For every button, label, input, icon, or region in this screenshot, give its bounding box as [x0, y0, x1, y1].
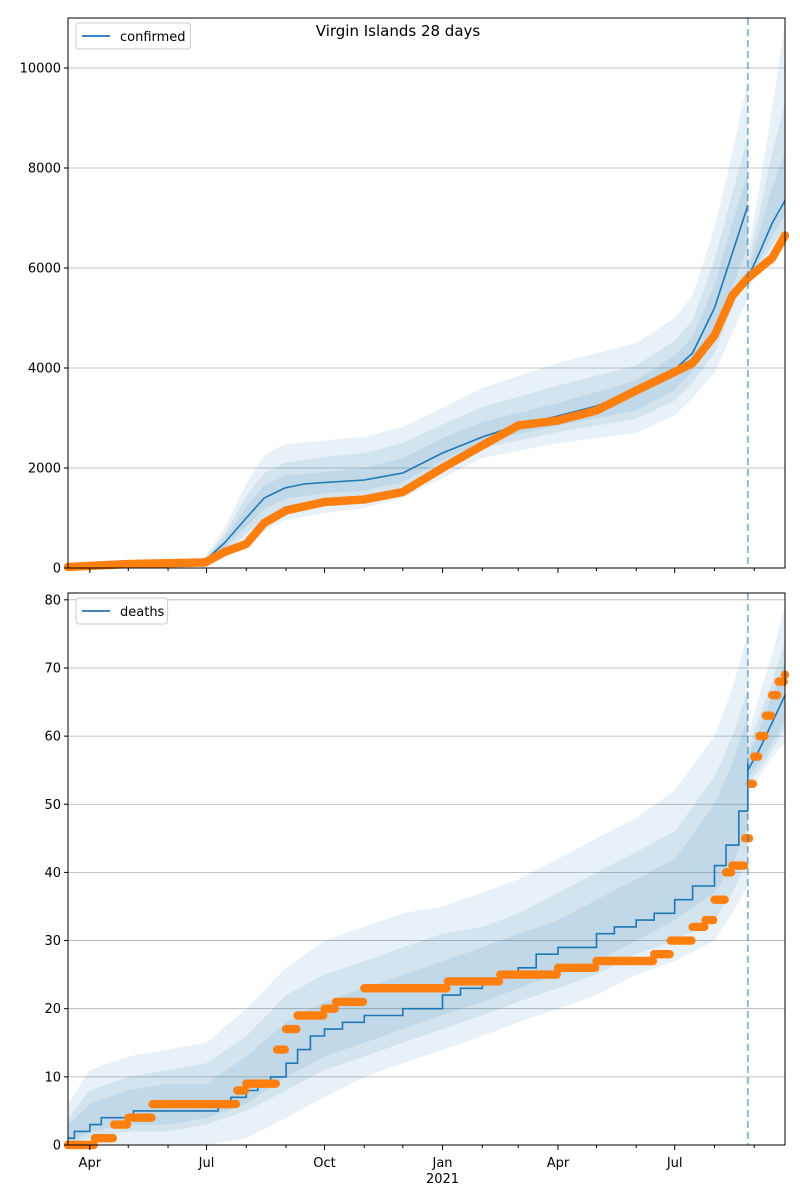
- deaths-y-tick-label: 10: [44, 1070, 61, 1085]
- deaths-observed-point: [773, 691, 782, 700]
- deaths-band-1: [68, 633, 748, 1145]
- deaths-legend-label: deaths: [120, 605, 165, 620]
- deaths-observed-point: [231, 1099, 241, 1109]
- confirmed-y-axis: 0 2000 4000 6000 8000 10000: [20, 62, 68, 577]
- deaths-observed-point: [494, 977, 504, 986]
- deaths-band-2: [68, 688, 748, 1145]
- confirmed-model-line-2: [747, 200, 786, 279]
- deaths-observed-point: [292, 1024, 301, 1034]
- deaths-y-axis: 0 10 20 30 40 50 60 70 80: [44, 593, 68, 1154]
- confirmed-x-axis: [89, 568, 755, 573]
- deaths-y-tick-label: 20: [44, 1002, 61, 1017]
- deaths-observed-point: [648, 956, 658, 966]
- deaths-observed-point: [319, 1011, 328, 1020]
- figure-title: Virgin Islands 28 days: [316, 22, 481, 40]
- deaths-observed-point: [552, 970, 561, 979]
- x-tick-label: Apr: [79, 1156, 102, 1171]
- confirmed-band-4: [747, 23, 785, 288]
- x-tick-label: Jul: [666, 1156, 683, 1171]
- deaths-observed-point: [591, 963, 600, 972]
- deaths-y-tick-label: 0: [53, 1139, 61, 1154]
- confirmed-legend-label: confirmed: [120, 30, 186, 45]
- deaths-observed-point: [753, 752, 763, 761]
- x-tick-label: Apr: [547, 1156, 570, 1171]
- deaths-observed-point: [271, 1079, 280, 1088]
- deaths-observed-point: [330, 1004, 339, 1013]
- confirmed-y-tick-label: 10000: [20, 62, 61, 77]
- deaths-axes-frame: [67, 592, 786, 1146]
- deaths-observed-point: [147, 1113, 156, 1122]
- deaths-y-tick-label: 60: [44, 730, 61, 745]
- deaths-observed-point: [748, 779, 758, 788]
- deaths-observed-point: [442, 984, 451, 993]
- x-tick-label: Jan: [432, 1156, 453, 1171]
- deaths-observed-point: [739, 861, 749, 870]
- deaths-observed-point: [779, 677, 788, 686]
- confirmed-panel: 0 2000 4000 6000 8000 10000 confirmed: [20, 17, 790, 577]
- deaths-y-tick-label: 50: [44, 798, 61, 813]
- x-year-label: 2021: [426, 1172, 459, 1187]
- confirmed-y-tick-label: 8000: [28, 162, 61, 177]
- x-tick-label: Jul: [198, 1156, 215, 1171]
- confirmed-legend: confirmed: [75, 22, 191, 50]
- deaths-observed-point: [709, 915, 718, 925]
- deaths-observed-point: [240, 1086, 250, 1095]
- deaths-observed-point: [720, 895, 729, 904]
- confirmed-y-tick-label: 6000: [28, 262, 61, 277]
- deaths-y-tick-label: 30: [44, 934, 61, 949]
- confirmed-observed-points: [63, 231, 790, 572]
- deaths-y-tick-label: 70: [44, 661, 61, 676]
- deaths-observed-point: [122, 1120, 132, 1129]
- deaths-y-tick-label: 80: [44, 593, 61, 608]
- deaths-observed-point: [760, 731, 769, 741]
- confirmed-band-6: [747, 153, 785, 281]
- deaths-y-tick-label: 40: [44, 866, 61, 881]
- confirmed-band-5: [747, 103, 785, 283]
- confirmed-y-tick-label: 2000: [28, 462, 61, 477]
- confirmed-band-2: [68, 138, 748, 568]
- deaths-observed-point: [108, 1134, 118, 1143]
- confirmed-axes-frame: [67, 17, 786, 569]
- x-tick-label: Oct: [313, 1156, 335, 1171]
- confirmed-series: [63, 200, 790, 572]
- confirmed-y-tick-label: 4000: [28, 362, 61, 377]
- confirmed-y-tick-label: 0: [53, 562, 61, 577]
- deaths-legend-box: [75, 597, 169, 625]
- deaths-model-line-1: [68, 763, 749, 1139]
- confirmed-model-line-1: [67, 205, 749, 569]
- deaths-series: [63, 670, 790, 1150]
- deaths-band-3: [68, 715, 748, 1145]
- deaths-observed-points: [63, 670, 790, 1150]
- deaths-observed-point: [687, 936, 696, 945]
- deaths-observed-point: [726, 868, 736, 877]
- deaths-observed-point: [766, 711, 776, 720]
- deaths-observed-point: [358, 997, 368, 1007]
- deaths-observed-point: [700, 922, 709, 932]
- deaths-panel: 0 10 20 30 40 50 60 70 80 Apr Jul Oct Jan Apr Jul 2021…: [44, 592, 790, 1187]
- deaths-observed-point: [665, 950, 674, 959]
- deaths-observed-point: [744, 834, 754, 843]
- confirmed-legend-box: [75, 22, 191, 50]
- deaths-x-axis: Apr Jul Oct Jan Apr Jul 2021: [79, 1145, 755, 1187]
- deaths-band-4: [747, 606, 785, 791]
- deaths-legend: deaths: [75, 597, 169, 625]
- deaths-observed-point: [280, 1045, 289, 1054]
